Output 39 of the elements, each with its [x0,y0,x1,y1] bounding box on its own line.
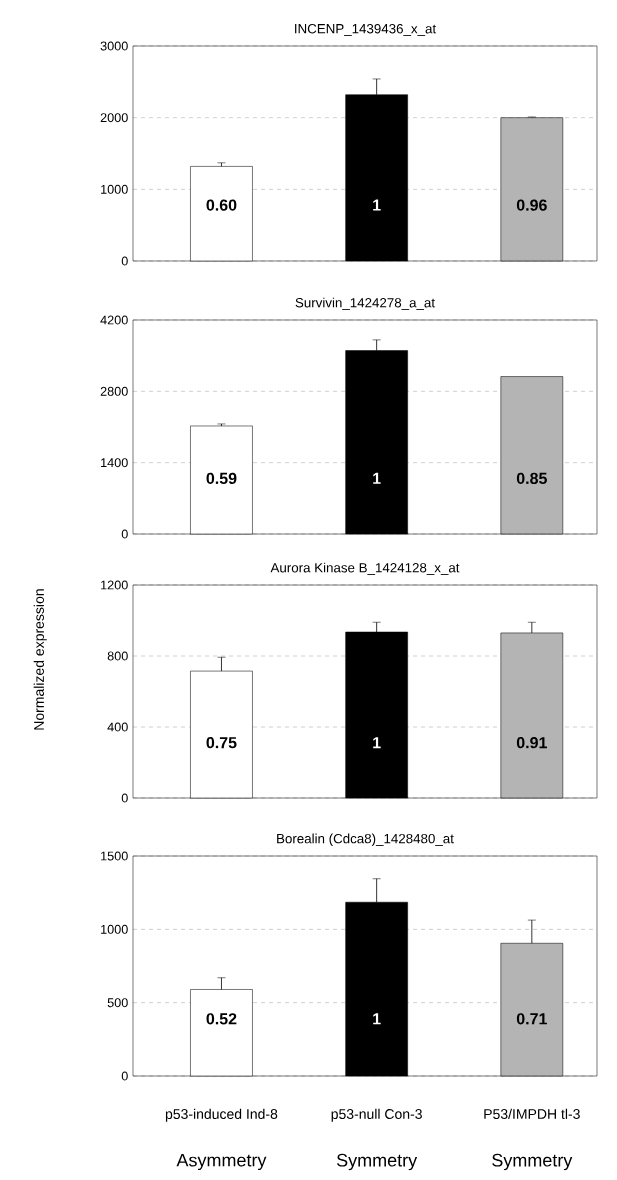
y-tick-label: 1500 [101,851,128,861]
x-tick-label: P53/IMPDH tl-3 [484,1108,580,1120]
y-tick-label: 500 [107,998,128,1008]
annotation: 0.96 [516,199,547,211]
chart-title: Aurora Kinase B_1424128_x_at [270,562,460,575]
y-tick-label: 0 [121,256,128,266]
y-tick-label: 0 [121,1071,128,1081]
annotation: 1 [373,199,381,211]
annotation: 0.71 [516,1013,547,1025]
text: Symmetry [492,1153,573,1171]
chart-title: Borealin (Cdca8)_1428480_at [277,833,454,846]
y-tick-label: 1400 [101,458,128,468]
annotation: 0.60 [206,199,237,211]
x-tick-label: p53-null Con-3 [331,1108,422,1122]
y-tick-label: 800 [107,651,128,661]
y-tick-label: 1200 [101,580,128,590]
y-tick-label: 1000 [101,184,128,194]
annotation: 1 [373,472,381,484]
x-tick-label: p53-induced Ind-8 [165,1108,278,1122]
y-tick-label: 3000 [100,41,128,51]
y-tick-label: 2000 [100,113,128,123]
chart-title: INCENP_1439436_x_at [295,24,437,36]
annotation: 0.91 [516,736,547,749]
y-tick-label: 2800 [100,386,128,396]
y-tick-label: 0 [121,793,128,803]
annotation: 0.52 [206,1013,237,1025]
y-tick-label: 400 [107,722,128,732]
y-tick-label: 1000 [101,924,128,934]
annotation: 1 [373,737,381,749]
text: Symmetry [336,1153,418,1171]
annotation: 0.85 [516,472,547,485]
y-axis-title: Normalized expression [33,589,47,730]
text: Asymmetry [176,1153,267,1171]
y-tick-label: 4200 [100,315,128,325]
y-tick-label: 0 [121,529,128,539]
annotation: 0.59 [206,472,237,485]
chart-title: Survivin_1424278_a_at [295,297,435,310]
annotation: 0.75 [206,736,237,749]
annotation: 1 [373,1013,381,1025]
